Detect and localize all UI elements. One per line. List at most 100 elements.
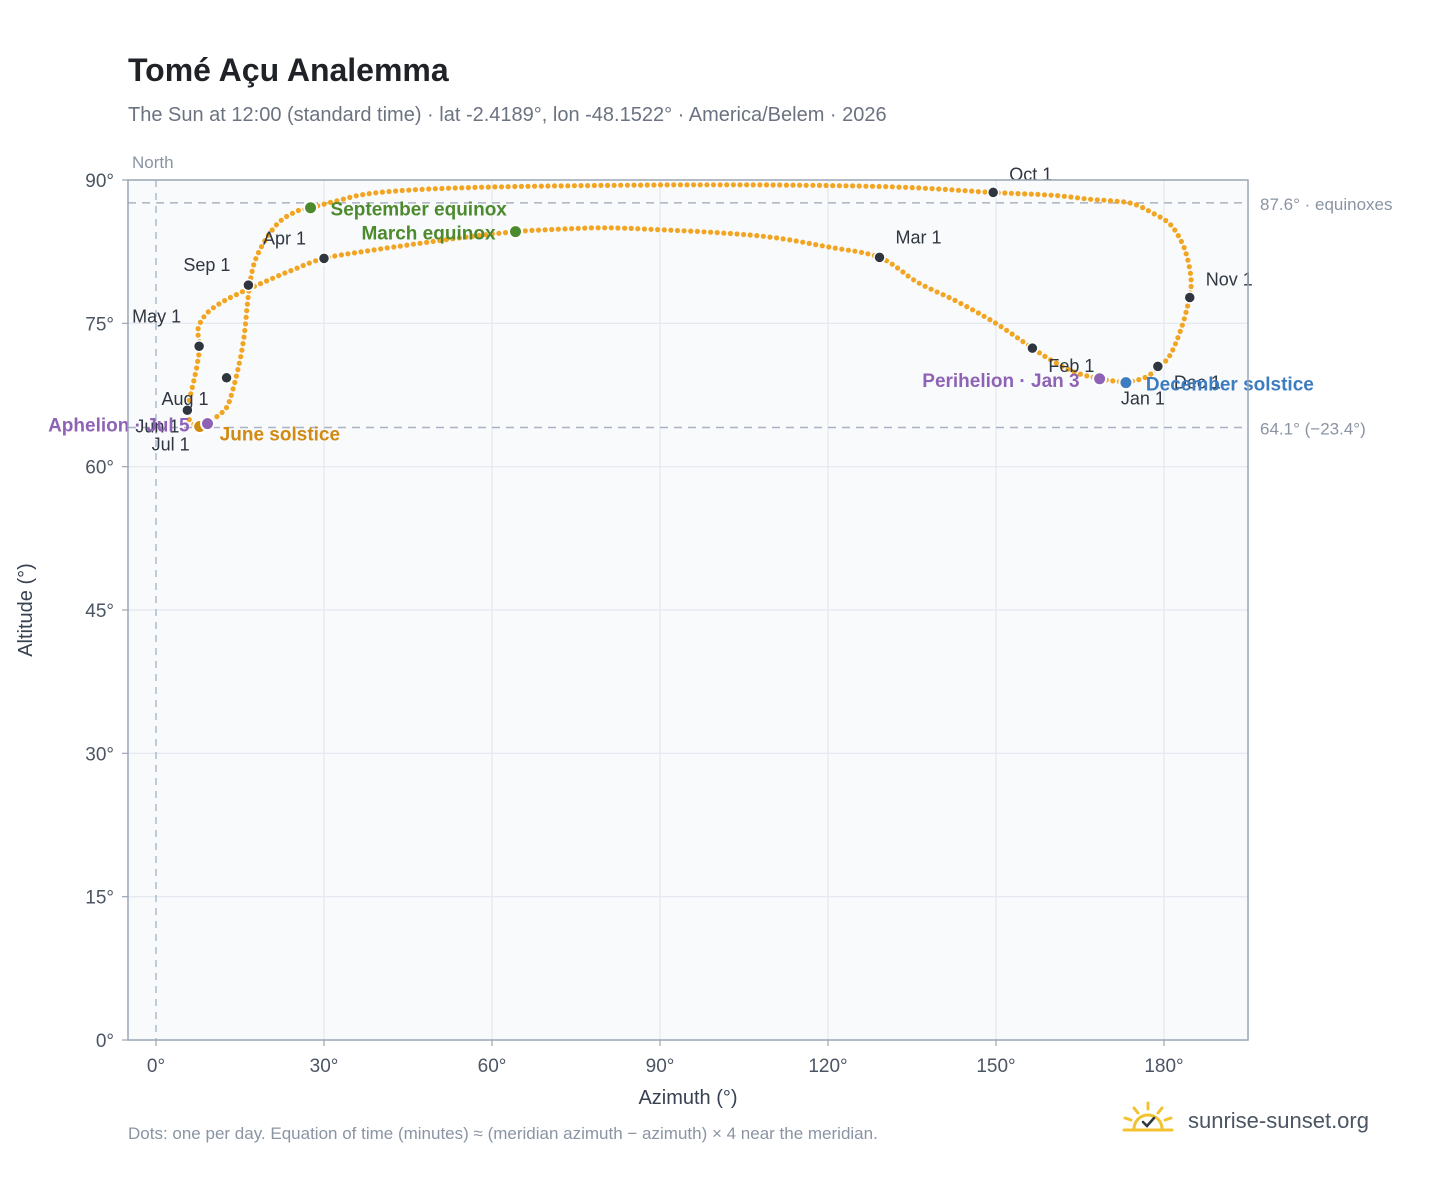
daily-sun-dot: [472, 184, 478, 190]
y-tick-label: 60°: [85, 458, 114, 479]
daily-sun-dot: [406, 187, 412, 193]
daily-sun-dot: [255, 250, 262, 256]
daily-sun-dot: [969, 188, 975, 194]
daily-sun-dot: [443, 237, 449, 243]
daily-sun-dot: [826, 244, 832, 250]
daily-sun-dot: [651, 182, 657, 188]
daily-sun-dot: [273, 222, 279, 228]
daily-sun-dot: [235, 367, 241, 373]
daily-sun-dot: [832, 245, 838, 251]
daily-sun-dot: [242, 327, 248, 334]
daily-sun-dot: [889, 184, 895, 190]
month-label: Nov 1: [1206, 270, 1253, 290]
brand-logo[interactable]: sunrise-sunset.org: [1120, 1100, 1369, 1141]
daily-sun-dot: [345, 251, 351, 257]
month-label: Mar 1: [896, 227, 942, 247]
daily-sun-dot: [760, 233, 767, 239]
daily-sun-dot: [998, 324, 1004, 330]
daily-sun-dot: [1181, 245, 1187, 251]
daily-sun-dot: [244, 301, 250, 307]
y-tick-label: 30°: [85, 744, 114, 765]
daily-sun-dot: [1059, 363, 1065, 369]
daily-sun-dot: [704, 182, 710, 188]
daily-sun-dot: [386, 188, 392, 195]
daily-sun-dot: [360, 192, 366, 198]
daily-sun-dot: [1172, 227, 1178, 233]
daily-sun-dot: [239, 289, 245, 295]
daily-sun-dot: [1014, 335, 1021, 341]
daily-sun-dot: [189, 384, 195, 390]
daily-sun-dot: [803, 182, 809, 188]
event-marker: [508, 224, 524, 240]
daily-sun-dot: [295, 207, 301, 214]
daily-sun-dot: [313, 258, 319, 264]
daily-sun-dot: [230, 386, 236, 392]
daily-sun-dot: [836, 183, 843, 189]
daily-sun-dot: [717, 182, 723, 188]
daily-sun-dot: [404, 242, 410, 248]
daily-sun-dot: [856, 183, 862, 189]
y-tick-label: 45°: [85, 601, 114, 622]
daily-sun-dot: [843, 183, 849, 189]
daily-sun-dot: [195, 332, 201, 338]
daily-sun-dot: [1172, 341, 1179, 347]
month-label: Feb 1: [1048, 356, 1094, 376]
daily-sun-dot: [492, 184, 498, 190]
month-marker: [181, 404, 194, 417]
daily-sun-dot: [747, 232, 753, 238]
daily-sun-dot: [334, 198, 340, 204]
daily-sun-dot: [575, 225, 581, 231]
daily-sun-dot: [223, 405, 230, 411]
daily-sun-dot: [196, 352, 202, 358]
daily-sun-dot: [727, 230, 734, 237]
daily-sun-dot: [858, 249, 865, 255]
daily-sun-dot: [1181, 316, 1187, 322]
daily-sun-dot: [1042, 353, 1048, 359]
daily-sun-dot: [373, 190, 379, 196]
daily-sun-dot: [1140, 205, 1146, 211]
daily-sun-dot: [1048, 192, 1054, 198]
daily-sun-dot: [1186, 264, 1192, 270]
daily-sun-dot: [1065, 366, 1071, 372]
daily-sun-dot: [393, 188, 399, 194]
daily-sun-dot: [426, 186, 432, 192]
daily-sun-dot: [430, 238, 436, 244]
daily-sun-dot: [588, 225, 595, 231]
x-tick-label: 120°: [808, 1056, 847, 1077]
y-tick-label: 15°: [85, 888, 114, 909]
daily-sun-dot: [238, 354, 244, 360]
grid-lines: [128, 180, 1248, 1040]
daily-sun-dot: [210, 305, 216, 311]
daily-sun-dot: [437, 237, 443, 244]
daily-sun-dot: [397, 243, 403, 249]
month-marker: [242, 278, 255, 292]
daily-sun-dot: [688, 228, 694, 234]
daily-sun-dot: [714, 230, 720, 236]
daily-sun-dot: [201, 314, 207, 320]
daily-sun-dot: [1015, 191, 1021, 197]
daily-sun-dot: [900, 269, 906, 275]
daily-sun-dot: [763, 182, 770, 188]
daily-sun-dot: [1148, 371, 1154, 377]
daily-sun-dot: [863, 183, 869, 189]
daily-sun-dot: [1009, 331, 1015, 337]
daily-sun-dot: [525, 183, 531, 189]
daily-sun-dot: [264, 278, 270, 284]
daily-sun-dot: [810, 182, 816, 188]
daily-sun-dot: [1183, 251, 1189, 257]
daily-sun-dot: [1177, 328, 1183, 334]
sun-logo-icon: [1120, 1100, 1176, 1141]
daily-sun-dot: [241, 334, 247, 340]
daily-sun-dot: [958, 300, 964, 307]
event-label: June solstice: [220, 425, 340, 446]
daily-sun-dot: [300, 262, 306, 269]
daily-sun-dot: [964, 304, 970, 310]
daily-sun-dot: [249, 268, 255, 274]
daily-sun-dot: [992, 320, 999, 326]
daily-sun-dot: [1183, 309, 1189, 315]
daily-sun-dot: [604, 182, 611, 188]
daily-sun-dot: [1175, 233, 1181, 239]
daily-sun-dot: [681, 228, 687, 234]
x-tick-label: 30°: [310, 1056, 339, 1077]
daily-sun-dot: [955, 187, 962, 193]
